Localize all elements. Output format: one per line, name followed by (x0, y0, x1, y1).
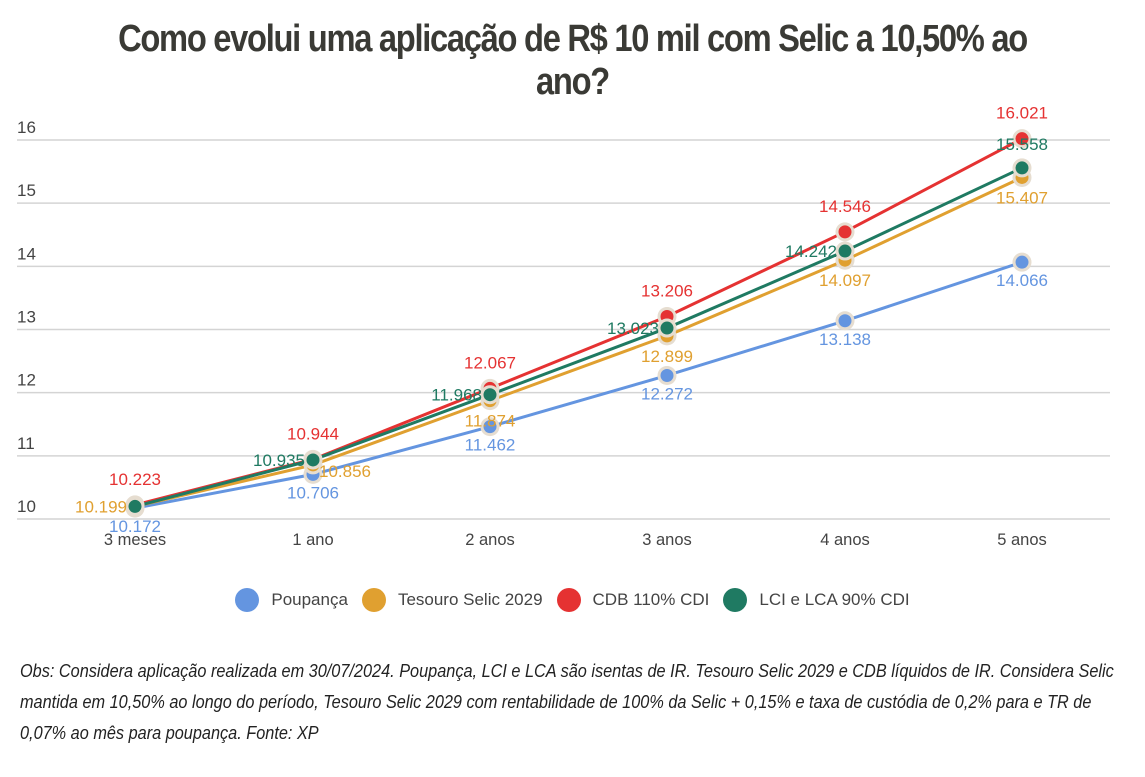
data-label: 13.206 (641, 281, 693, 300)
data-point (1015, 161, 1029, 175)
data-label: 11.462 (465, 436, 516, 455)
data-label: 14.546 (819, 197, 871, 216)
data-label: 12.067 (464, 353, 516, 372)
legend: Poupança Tesouro Selic 2029 CDB 110% CDI… (0, 588, 1145, 612)
legend-dot-icon (235, 588, 260, 612)
x-tick-label: 1 ano (292, 531, 333, 549)
data-point (660, 321, 674, 335)
y-tick-label: 15 (17, 181, 36, 200)
data-label: 10.223 (109, 470, 161, 489)
y-tick-label: 10 (17, 497, 36, 516)
series-line (134, 176, 1023, 508)
data-label: 11.874 (465, 412, 516, 431)
x-tick-label: 2 anos (465, 531, 515, 549)
data-label: 10.172 (109, 517, 161, 536)
legend-item-lci-lca[interactable]: LCI e LCA 90% CDI (723, 588, 910, 612)
data-label: 10.706 (287, 483, 339, 502)
data-label: 10.944 (287, 424, 339, 443)
y-tick-label: 12 (17, 371, 36, 390)
data-label: 10.199 (75, 497, 127, 516)
data-label: 15.407 (996, 188, 1048, 207)
data-label: 11.968 (431, 386, 482, 405)
data-point (1015, 255, 1029, 269)
data-label: 13.138 (819, 330, 871, 349)
line-chart: 10 11 12 13 14 15 16 3 meses 1 ano 2 anos 3 anos 4 … (17, 104, 1110, 549)
series-line (134, 260, 1023, 510)
data-point (660, 368, 674, 382)
footnote: Obs: Considera aplicação realizada em 30… (20, 660, 1114, 743)
data-point (128, 499, 142, 513)
data-label: 16.021 (996, 104, 1048, 123)
y-tick-label: 13 (17, 308, 36, 327)
y-tick-label: 11 (17, 434, 35, 453)
y-tick-label: 16 (17, 118, 36, 137)
chart-title: Como evolui uma aplicação de R$ 10 mil c… (118, 18, 1028, 103)
legend-label: CDB 110% CDI (592, 590, 710, 609)
legend-label: LCI e LCA 90% CDI (759, 590, 910, 609)
data-label: 13.023 (607, 319, 659, 338)
data-label: 10.935 (253, 451, 305, 470)
data-label: 12.272 (641, 384, 693, 403)
data-label: 14.242 (785, 242, 837, 261)
legend-item-poupanca[interactable]: Poupança (235, 588, 348, 612)
legend-label: Tesouro Selic 2029 (397, 590, 543, 609)
data-label: 10.856 (319, 462, 371, 481)
data-label: 14.066 (996, 271, 1048, 290)
legend-dot-icon (361, 588, 386, 612)
x-tick-label: 5 anos (997, 531, 1047, 549)
data-point (306, 453, 320, 467)
x-tick-label: 4 anos (820, 531, 870, 549)
data-point (838, 314, 852, 328)
legend-dot-icon (723, 588, 748, 612)
legend-item-tesouro[interactable]: Tesouro Selic 2029 (361, 588, 543, 612)
data-label: 12.899 (641, 347, 693, 366)
x-tick-label: 3 meses (104, 531, 166, 549)
series-line (134, 166, 1023, 508)
x-tick-label: 3 anos (642, 531, 692, 549)
legend-item-cdb[interactable]: CDB 110% CDI (556, 588, 710, 612)
data-point (838, 225, 852, 239)
data-point (838, 244, 852, 258)
data-point (1015, 132, 1029, 146)
y-tick-label: 14 (17, 244, 36, 263)
data-label: 15.558 (996, 135, 1048, 154)
data-point (483, 388, 497, 402)
data-label: 14.097 (819, 271, 871, 290)
legend-dot-icon (556, 588, 581, 612)
data-point (483, 420, 497, 434)
legend-label: Poupança (271, 590, 348, 609)
